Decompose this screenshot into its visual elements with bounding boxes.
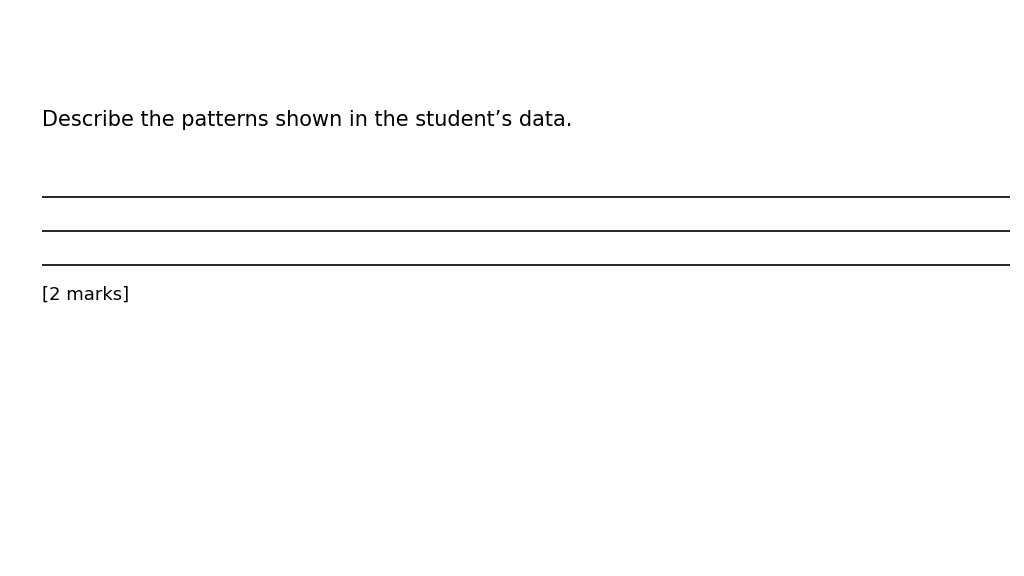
Text: [2 marks]: [2 marks] (42, 286, 129, 304)
Text: Describe the patterns shown in the student’s data.: Describe the patterns shown in the stude… (42, 110, 572, 130)
